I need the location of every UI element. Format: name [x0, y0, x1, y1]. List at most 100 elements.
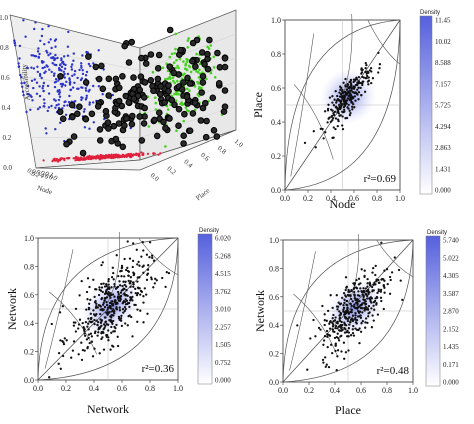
data-point [47, 41, 50, 44]
data-point [97, 320, 100, 324]
data-point [98, 286, 101, 289]
data-point [109, 348, 112, 351]
data-point [189, 110, 197, 117]
data-point [335, 368, 338, 372]
data-point [31, 99, 34, 102]
x-axis-label: Place [194, 187, 211, 203]
data-point [59, 121, 62, 125]
data-point [43, 43, 46, 46]
data-point [338, 95, 342, 98]
data-point [107, 329, 110, 332]
data-point [129, 276, 133, 279]
data-point [354, 83, 357, 87]
data-point [386, 282, 389, 286]
data-point [352, 324, 355, 328]
data-point [342, 100, 346, 103]
data-point [129, 126, 132, 130]
data-point [349, 320, 352, 323]
data-point [45, 132, 48, 135]
data-point [212, 55, 216, 59]
y-tick-label: 0.2 [271, 152, 281, 161]
data-point [362, 290, 365, 293]
data-point [321, 358, 325, 362]
data-point [123, 115, 130, 122]
data-point [51, 160, 54, 163]
data-point [60, 65, 64, 69]
data-point [120, 269, 123, 273]
data-point [26, 84, 30, 88]
data-point [153, 282, 156, 285]
data-point [77, 353, 80, 356]
data-point [338, 316, 342, 319]
data-point [96, 323, 99, 327]
x-tick-label: 0.6 [349, 194, 359, 203]
data-point [114, 299, 117, 302]
data-point [326, 333, 329, 336]
data-point [100, 263, 103, 267]
colorbar-tick-label: 2.152 [443, 325, 459, 333]
data-point [136, 86, 144, 94]
data-point [95, 312, 98, 316]
data-point [334, 326, 337, 330]
data-point [53, 85, 57, 89]
data-point [85, 156, 89, 159]
data-point [350, 289, 353, 293]
data-point [357, 91, 361, 94]
data-point [105, 92, 112, 99]
data-point [151, 70, 155, 74]
data-point [69, 88, 73, 91]
data-point [57, 351, 61, 355]
data-point [152, 259, 156, 262]
data-point [331, 117, 335, 120]
z-axis-label: Accessibility [20, 63, 32, 101]
data-point [346, 329, 349, 333]
data-point [73, 73, 76, 76]
data-point [389, 278, 392, 282]
data-point [32, 54, 35, 57]
data-point [332, 320, 335, 323]
data-point [124, 303, 128, 306]
data-point [349, 96, 352, 100]
data-point [197, 94, 201, 98]
data-point [93, 155, 96, 159]
data-point [96, 334, 99, 337]
colorbar-tick-label: 0.000 [443, 379, 459, 387]
data-point [349, 89, 353, 92]
confidence-ellipse [284, 19, 401, 191]
data-point [60, 57, 63, 60]
data-point [84, 89, 88, 92]
data-point [134, 287, 137, 291]
data-point [72, 59, 75, 62]
data-point [161, 99, 168, 106]
data-point [95, 288, 98, 291]
data-point [344, 85, 347, 88]
data-point [383, 269, 386, 272]
data-point [356, 298, 359, 301]
data-point [88, 320, 91, 323]
data-point [331, 95, 334, 98]
data-point [141, 265, 144, 268]
data-point [146, 312, 149, 315]
data-point [53, 58, 56, 62]
x-axis-label: Node [330, 197, 356, 211]
data-point [203, 117, 210, 125]
data-point [360, 322, 363, 325]
data-point [371, 271, 374, 274]
grid-line [25, 106, 141, 116]
data-point [184, 62, 188, 66]
data-point [359, 86, 362, 90]
data-point [343, 108, 346, 112]
x-tick-label: 0.2 [304, 386, 314, 395]
data-point [89, 312, 92, 315]
data-point [81, 321, 84, 325]
data-point [325, 329, 329, 333]
data-point [145, 278, 149, 282]
y-tick-label: 0.4 [269, 321, 279, 330]
data-point [367, 304, 371, 308]
data-point [61, 305, 64, 308]
data-point [123, 283, 126, 287]
data-point [71, 349, 75, 352]
r-squared-label: r²=0.36 [142, 363, 175, 375]
data-point [66, 72, 70, 76]
data-point [14, 44, 17, 47]
